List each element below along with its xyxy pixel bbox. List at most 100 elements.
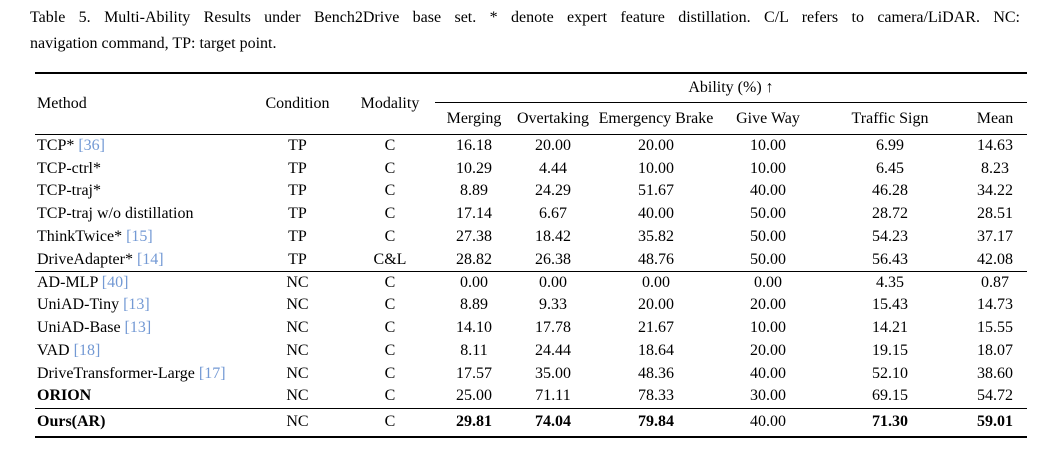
method-name: ORION <box>37 387 92 405</box>
method-name: TCP-traj* <box>37 182 101 200</box>
value-cell-give-way: 40.00 <box>750 413 786 431</box>
value-cell-merging: 17.57 <box>456 364 492 382</box>
col-header-merging: Merging <box>435 102 513 135</box>
col-header-mean: Mean <box>963 102 1028 135</box>
method-name: UniAD-Tiny <box>37 296 120 314</box>
value-cell-give-way: 20.00 <box>750 342 786 360</box>
citation-link[interactable]: [14] <box>136 250 164 268</box>
value-cell-traffic-sign: 19.15 <box>872 342 908 360</box>
value-cell-emergency-brake: 21.67 <box>638 319 674 337</box>
table-row: DriveAdapter* [14] TP C&L 28.82 26.38 48.76 50… <box>35 248 1027 271</box>
condition-cell: NC <box>286 413 309 431</box>
table-row: DriveTransformer-Large [17] NC C 17.57 35.00… <box>35 362 1027 385</box>
value-cell-overtaking: 71.11 <box>535 387 571 405</box>
method-cell: VAD [18] <box>35 340 250 363</box>
condition-cell: TP <box>288 159 307 177</box>
citation-link[interactable]: [15] <box>126 228 153 246</box>
condition-cell: NC <box>286 273 309 291</box>
col-header-traffic-sign: Traffic Sign <box>817 102 963 135</box>
value-cell-mean: 14.73 <box>977 296 1013 314</box>
value-cell-overtaking: 18.42 <box>535 228 571 246</box>
value-cell-give-way: 50.00 <box>750 250 786 268</box>
value-cell-merging: 14.10 <box>456 319 492 337</box>
value-cell-mean: 59.01 <box>977 413 1013 431</box>
value-cell-give-way: 50.00 <box>750 205 786 223</box>
table-row: UniAD-Base [13] NC C 14.10 17.78 21.67 10.00 14… <box>35 317 1027 340</box>
value-cell-traffic-sign: 54.23 <box>872 228 908 246</box>
value-cell-give-way: 40.00 <box>750 182 786 200</box>
modality-cell: C <box>384 387 396 405</box>
value-cell-merging: 29.81 <box>456 413 492 431</box>
value-cell-traffic-sign: 69.15 <box>872 387 908 405</box>
value-cell-overtaking: 6.67 <box>539 205 567 223</box>
value-cell-traffic-sign: 71.30 <box>872 413 908 431</box>
value-cell-emergency-brake: 79.84 <box>638 413 674 431</box>
condition-cell: TP <box>288 205 307 223</box>
value-cell-traffic-sign: 6.45 <box>876 159 904 177</box>
value-cell-mean: 15.55 <box>977 319 1013 337</box>
value-cell-merging: 27.38 <box>456 228 492 246</box>
value-cell-emergency-brake: 35.82 <box>638 228 674 246</box>
value-cell-mean: 38.60 <box>977 364 1013 382</box>
citation-link[interactable]: [36] <box>78 137 105 155</box>
method-cell: TCP-ctrl* <box>35 157 250 180</box>
modality-cell: C <box>384 159 396 177</box>
value-cell-emergency-brake: 48.36 <box>638 364 674 382</box>
citation-link[interactable]: [17] <box>198 364 226 382</box>
value-cell-give-way: 20.00 <box>750 296 786 314</box>
value-cell-mean: 54.72 <box>977 387 1013 405</box>
method-cell: AD-MLP [40] <box>35 271 250 294</box>
value-cell-mean: 8.23 <box>981 159 1009 177</box>
method-cell: UniAD-Tiny [13] <box>35 294 250 317</box>
condition-cell: NC <box>286 387 309 405</box>
value-cell-emergency-brake: 18.64 <box>638 342 674 360</box>
value-cell-give-way: 10.00 <box>750 159 786 177</box>
condition-cell: TP <box>288 250 307 268</box>
method-name: AD-MLP <box>37 273 98 291</box>
value-cell-give-way: 50.00 <box>750 228 786 246</box>
value-cell-emergency-brake: 20.00 <box>638 296 674 314</box>
method-name: DriveTransformer-Large <box>37 364 195 382</box>
col-header-overtaking: Overtaking <box>513 102 593 135</box>
value-cell-mean: 34.22 <box>977 182 1013 200</box>
method-name: DriveAdapter* <box>37 250 133 268</box>
table-row: ThinkTwice* [15] TP C 27.38 18.42 35.82 50.00 5… <box>35 226 1027 249</box>
value-cell-merging: 17.14 <box>456 205 492 223</box>
table-row: AD-MLP [40] NC C 0.00 0.00 0.00 0.00 4.35 0.87 <box>35 271 1027 294</box>
value-cell-merging: 28.82 <box>456 250 492 268</box>
value-cell-overtaking: 24.29 <box>535 182 571 200</box>
table-row: UniAD-Tiny [13] NC C 8.89 9.33 20.00 20.00 15.4… <box>35 294 1027 317</box>
table-row: TCP-ctrl* TP C 10.29 4.44 10.00 10.00 6.45 8.23 <box>35 157 1027 180</box>
method-name: ThinkTwice* <box>37 228 123 246</box>
citation-link[interactable]: [40] <box>101 273 129 291</box>
citation-link[interactable]: [13] <box>123 296 150 314</box>
condition-cell: NC <box>286 364 309 382</box>
table-row: ORION NC C 25.00 71.11 78.33 30.00 69.15 54.72 <box>35 385 1027 408</box>
modality-cell: C <box>384 205 396 223</box>
col-header-method: Method <box>35 73 250 135</box>
method-cell: DriveTransformer-Large [17] <box>35 362 250 385</box>
method-name: VAD <box>37 342 70 360</box>
value-cell-merging: 25.00 <box>456 387 492 405</box>
method-cell: Ours(AR) <box>35 408 250 437</box>
header-row-abilities: Merging Overtaking Emergency Brake Give Way… <box>35 102 1028 135</box>
table-row: TCP-traj* TP C 8.89 24.29 51.67 40.00 46.28 34.2… <box>35 180 1027 203</box>
value-cell-overtaking: 17.78 <box>535 319 571 337</box>
method-name: UniAD-Base <box>37 319 121 337</box>
modality-cell: C <box>384 319 396 337</box>
value-cell-mean: 18.07 <box>977 342 1013 360</box>
method-name: TCP-ctrl* <box>37 159 101 177</box>
method-cell: UniAD-Base [13] <box>35 317 250 340</box>
condition-cell: NC <box>286 296 309 314</box>
value-cell-overtaking: 26.38 <box>535 250 571 268</box>
value-cell-give-way: 10.00 <box>750 137 786 155</box>
table-row: VAD [18] NC C 8.11 24.44 18.64 20.00 19.15 18.07 <box>35 340 1027 363</box>
modality-cell: C&L <box>373 250 407 268</box>
citation-link[interactable]: [18] <box>73 342 101 360</box>
citation-link[interactable]: [13] <box>124 319 152 337</box>
caption-line-2: navigation command, TP: target point. <box>30 35 277 52</box>
modality-cell: C <box>384 364 396 382</box>
value-cell-traffic-sign: 56.43 <box>872 250 908 268</box>
condition-cell: TP <box>288 228 307 246</box>
col-header-give-way: Give Way <box>719 102 817 135</box>
